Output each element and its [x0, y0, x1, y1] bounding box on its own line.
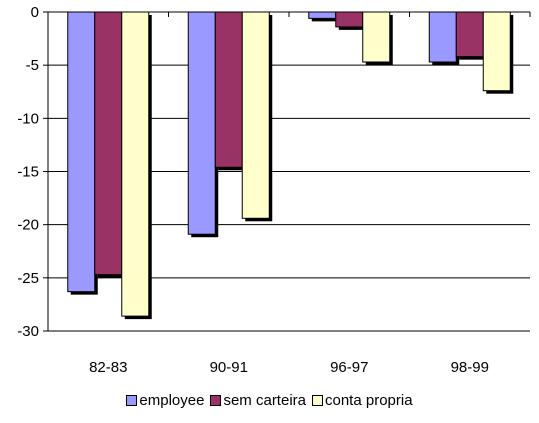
bar-employee-90-91 — [187, 11, 216, 235]
y-tick-label--25: -25 — [17, 270, 39, 287]
bar-employee-82-83 — [67, 11, 96, 293]
legend-swatch-conta-propria — [312, 395, 323, 406]
bar-sem-carteira-96-97 — [335, 11, 364, 28]
y-tick-label-0: 0 — [31, 4, 39, 21]
x-tick-label-82-83: 82-83 — [89, 359, 127, 376]
y-tick-label--15: -15 — [17, 164, 39, 181]
bar-employee-96-97 — [308, 11, 337, 19]
y-tick-label--20: -20 — [17, 217, 39, 234]
x-tick-label-96-97: 96-97 — [330, 359, 368, 376]
legend: employee sem carteira conta propria — [0, 392, 539, 409]
bar-conta-propria-90-91 — [241, 11, 270, 219]
bar-sem-carteira-90-91 — [214, 11, 243, 168]
legend-item-conta-propria: conta propria — [312, 392, 413, 409]
x-tick-label-90-91: 90-91 — [210, 359, 248, 376]
legend-item-employee: employee — [126, 392, 204, 409]
bar-conta-propria-98-99 — [482, 11, 511, 92]
legend-item-sem-carteira: sem carteira — [210, 392, 306, 409]
legend-label-employee: employee — [139, 392, 205, 409]
y-tick-label--30: -30 — [17, 323, 39, 340]
y-tick-label--5: -5 — [26, 57, 39, 74]
bar-conta-propria-96-97 — [362, 11, 391, 63]
legend-swatch-employee — [126, 395, 138, 406]
legend-label-conta-propria: conta propria — [325, 392, 413, 409]
x-tick-label-98-99: 98-99 — [451, 359, 489, 376]
bar-sem-carteira-98-99 — [455, 11, 484, 58]
bar-employee-98-99 — [428, 11, 457, 63]
legend-label-sem-carteira: sem carteira — [223, 392, 306, 409]
y-tick-label--10: -10 — [17, 110, 39, 127]
bar-sem-carteira-82-83 — [94, 11, 123, 276]
bar-conta-propria-82-83 — [121, 11, 150, 317]
legend-swatch-sem-carteira — [210, 395, 222, 406]
